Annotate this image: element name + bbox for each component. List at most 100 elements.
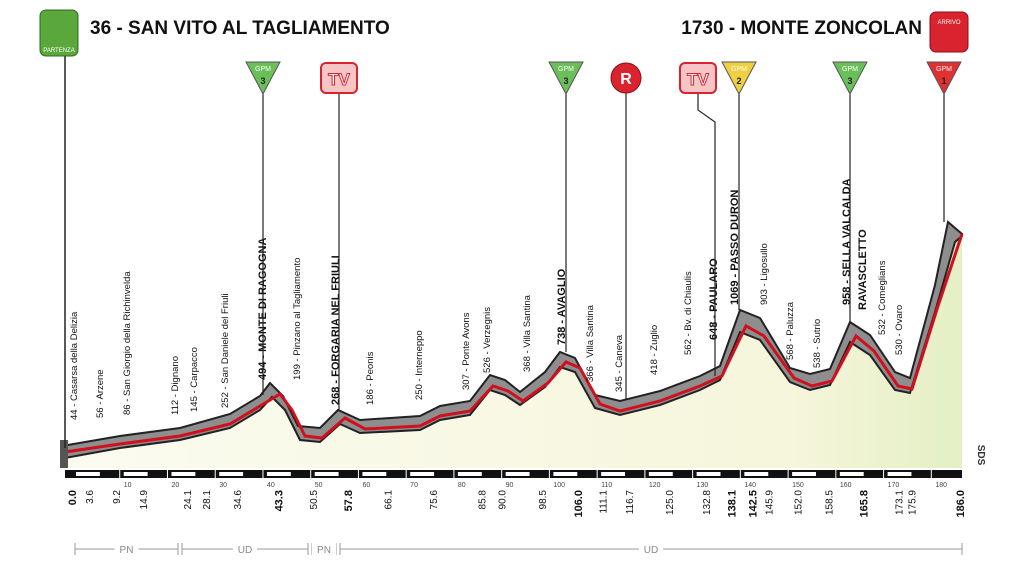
km-label: 116.7 [625,490,636,515]
waypoint-label: 958 - SELLA VALCALDA [841,178,853,305]
scale-label: 20 [171,482,179,489]
km-label: 111.1 [598,490,609,514]
waypoint-label: 56 - Arzene [95,369,106,418]
region-label-bg [639,543,663,555]
scale-segment [266,472,291,476]
waypoint-label: RAVASCLETTO [857,229,869,310]
scale-label: 40 [267,482,275,489]
waypoint-label: 44 - Casarsa della Delizia [69,311,80,420]
km-label: 75.6 [429,490,440,510]
region-label: UD [238,545,252,556]
scale-label: 70 [410,482,418,489]
km-label: 9.2 [112,490,123,504]
km-label: 145.9 [765,490,776,515]
scale-segment [505,472,530,476]
marker-line [697,90,716,376]
km-label: 158.5 [825,490,836,515]
gpm-label: GPM [255,66,271,73]
scale-segment [792,472,816,476]
r-label: R [620,71,632,88]
scale-label: 80 [458,482,466,489]
profile-line [64,233,964,454]
scale-label: 100 [553,482,565,489]
km-label: 173.1 [894,490,905,515]
tv-label: TV [328,70,350,89]
waypoint-label: 366 - Villa Santina [585,304,596,382]
km-label: 132.8 [702,490,713,515]
scale-label: 170 [888,482,900,489]
km-label: 142.5 [747,490,759,518]
tv-label: TV [687,70,709,89]
finish-badge-icon [929,11,969,53]
gpm-triangle [245,61,281,96]
start-badge: PARTENZA [43,48,74,54]
scale-segment [362,472,387,476]
gpm-category: 3 [260,76,265,86]
waypoint-label: 532 - Comeglians [877,260,888,335]
scale-segment [410,472,435,476]
gpm-label: GPM [731,66,747,73]
scale-label: 10 [124,482,132,489]
gpm-category: 2 [736,76,741,86]
scale-segment [744,472,769,476]
waypoint-label: 145 - Carpacco [189,347,200,412]
waypoint-label: 418 - Zuglio [649,325,660,375]
waypoint-label: 250 - Interneppo [414,330,425,400]
scale-label: 120 [649,482,661,489]
km-label: 90.0 [498,490,509,510]
km-label: 34.6 [233,490,244,510]
scale-segment [123,472,148,476]
start-badge-icon [39,9,79,57]
scale-segment [457,472,482,476]
region-label: UD [644,545,658,556]
scale-segment [219,472,244,476]
r-badge [610,62,642,94]
gpm-triangle [926,61,962,96]
waypoint-label: 530 - Ovaro [894,305,905,355]
km-label: 14.9 [139,490,150,510]
waypoint-label: 903 - Ligosullo [759,243,770,305]
scale-segment [314,472,339,476]
km-label: 66.1 [384,490,395,510]
km-label: 106.0 [573,490,585,518]
km-label: 24.1 [183,490,194,510]
region-label-bg [233,543,257,555]
gpm-category: 3 [847,76,852,86]
km-label: 3.6 [85,490,96,504]
gpm-label: GPM [936,66,952,73]
gpm-triangle [721,61,757,96]
scale-label: 150 [792,482,804,489]
gpm-triangle [832,61,868,96]
scale-label: 60 [362,482,370,489]
km-label: 125.0 [665,490,676,515]
km-label: 152.0 [794,490,805,515]
scale-segment [76,472,100,476]
waypoint-label: 368 - Villa Santina [522,294,533,372]
waypoint-label: 112 - Dignano [170,356,181,415]
profile-fill [65,236,962,468]
start-title: 36 - SAN VITO AL TAGLIAMENTO [90,18,390,39]
waypoint-label: 86 - San Giorgio della Richinvelda [122,271,133,415]
region-label-bg [114,543,139,555]
gpm-category: 1 [941,76,946,86]
waypoint-label: 568 - Paluzza [785,301,796,360]
gpm-label: GPM [842,66,858,73]
start-edge [60,440,68,468]
scale-segment [648,472,673,476]
km-label: 50.5 [309,490,320,510]
region-label: PN [317,545,331,556]
scale-label: 90 [506,482,514,489]
scale-segment [601,472,626,476]
km-label: 28.1 [202,490,213,510]
scale-label: 160 [840,482,852,489]
region-label: PN [120,545,134,556]
km-label: 85.8 [478,490,489,510]
region-label-bg [312,543,336,555]
scale-segment [839,472,864,476]
waypoint-label: 307 - Ponte Avons [461,312,472,390]
finish-title: 1730 - MONTE ZONCOLAN [681,18,922,39]
km-label: 186.0 [955,490,967,518]
km-label: 98.5 [538,490,549,510]
km-label: 57.8 [343,490,355,511]
